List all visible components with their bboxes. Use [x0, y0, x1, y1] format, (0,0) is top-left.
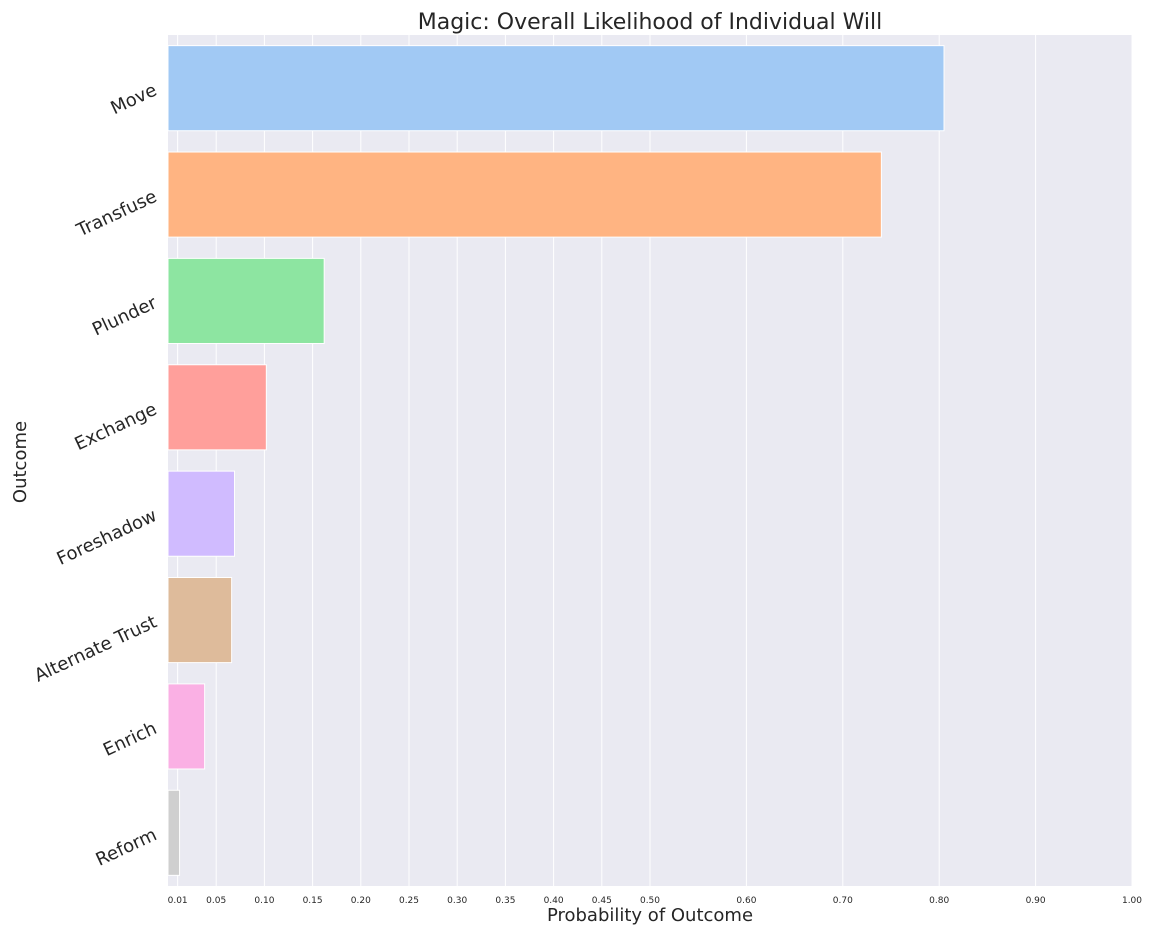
x-tick-label: 0.20 [351, 896, 371, 906]
bar-alternate-trust [167, 577, 233, 664]
x-tick-label: 0.25 [399, 896, 419, 906]
x-tick-label: 0.90 [1026, 896, 1046, 906]
category-label: Transfuse [73, 186, 161, 242]
bars [167, 45, 945, 876]
x-tick-labels: 0.01 0.05 0.10 0.15 0.20 0.25 0.30 0.35 0.40 0.45… [168, 896, 1143, 906]
bar-move [167, 45, 945, 132]
category-label: Plunder [89, 292, 161, 340]
x-tick-label: 0.80 [929, 896, 949, 906]
category-label: Move [107, 80, 160, 119]
x-tick-label: 1.00 [1122, 896, 1142, 906]
x-tick-label: 0.50 [640, 896, 660, 906]
x-tick-label: 0.40 [544, 896, 564, 906]
y-axis-title: Outcome [10, 421, 31, 503]
bar-reform [167, 789, 181, 876]
x-tick-label: 0.05 [206, 896, 226, 906]
category-label: Reform [93, 824, 161, 870]
chart-title: Magic: Overall Likelihood of Individual … [418, 10, 883, 35]
bar-transfuse [167, 151, 882, 238]
x-tick-label: 0.60 [736, 896, 756, 906]
x-tick-label: 0.45 [592, 896, 612, 906]
x-tick-label: 0.35 [495, 896, 515, 906]
x-tick-label: 0.15 [303, 896, 323, 906]
category-label: Enrich [100, 718, 160, 761]
x-tick-label: 0.01 [168, 896, 188, 906]
bar-plunder [167, 257, 325, 344]
category-labels: Move Transfuse Plunder Exchange Foreshadow Al… [31, 80, 160, 871]
x-axis-title: Probability of Outcome [547, 905, 753, 926]
bar-exchange [167, 364, 267, 451]
bar-foreshadow [167, 470, 236, 557]
x-tick-label: 0.10 [254, 896, 274, 906]
category-label: Alternate Trust [31, 612, 160, 687]
category-label: Exchange [72, 399, 161, 455]
category-label: Foreshadow [54, 505, 161, 570]
x-tick-label: 0.70 [833, 896, 853, 906]
bar-enrich [167, 683, 206, 770]
x-tick-label: 0.30 [447, 896, 467, 906]
